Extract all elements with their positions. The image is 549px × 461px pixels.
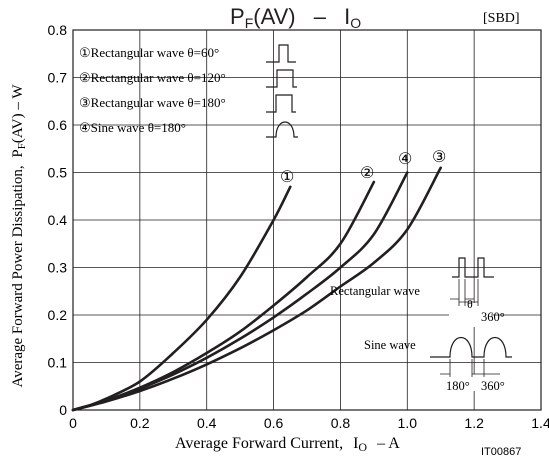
y-tick-label: 0.1 (48, 355, 68, 371)
y-tick-label: 0 (59, 402, 67, 418)
x-tick-label: 1.0 (398, 415, 418, 431)
title-p: P (230, 4, 245, 29)
legend-wave-icon-4 (266, 121, 298, 138)
title-dash: – (314, 4, 327, 29)
svg-text:PF(AV) – IO: PF(AV) – IO (230, 4, 361, 31)
x-tick-label: 0.8 (331, 415, 351, 431)
figure-id: IT00867 (481, 446, 521, 458)
sine-wave-inset: Sine wave 180° 360° (364, 337, 526, 393)
legend-wave-icon-3 (266, 94, 296, 113)
x-tick-label: 0.6 (264, 415, 284, 431)
y-tick-label: 0.5 (48, 165, 68, 181)
title-p-rest: (AV) (253, 4, 295, 29)
sine-wave-dimension-lines (440, 359, 500, 377)
rect-wave-dimension-lines (450, 279, 479, 306)
y-tick-label: 0.2 (48, 307, 68, 323)
x-tick-label: 1.2 (464, 415, 484, 431)
y-axis-label-rest: (AV) – W (10, 84, 26, 143)
rect-wave-inset: Rectangular wave θ 360° (330, 257, 505, 327)
chart-title: PF(AV) – IO (230, 4, 361, 31)
y-axis-label-p: P (10, 149, 26, 157)
rect-wave-label: Rectangular wave (330, 284, 420, 298)
curve-marker-3: ③ (432, 149, 446, 166)
curve-marker-4: ④ (398, 151, 412, 168)
y-tick-label: 0.4 (48, 212, 68, 228)
y-tick-label: 0.8 (48, 22, 68, 38)
plot-frame (72, 29, 542, 411)
x-tick-label: 0.2 (130, 415, 150, 431)
series-line-4 (71, 171, 409, 412)
sine-wave-label: Sine wave (364, 338, 416, 352)
legend-item-3: ③Rectangular wave θ=180° (79, 95, 226, 110)
chart-tag: [SBD] (483, 11, 520, 26)
rect-period-label: 360° (481, 310, 505, 324)
curve-markers: ① ② ④ ③ (280, 149, 446, 186)
legend-item-4: ④Sine wave θ=180° (79, 120, 186, 135)
legend-item-1: ①Rectangular wave θ=60° (79, 45, 219, 60)
y-axis-label-p-sub: F (16, 143, 28, 149)
theta-label: θ (467, 297, 473, 311)
x-axis-label: Average Forward Current, IO – A (175, 435, 400, 455)
x-axis-label-i: I (353, 435, 358, 452)
legend-item-2: ②Rectangular wave θ=120° (79, 70, 226, 85)
legend: ①Rectangular wave θ=60° ②Rectangular wav… (79, 44, 298, 138)
y-tick-label: 0.3 (48, 260, 68, 276)
curve-marker-2: ② (360, 165, 374, 182)
x-tick-label: 0 (69, 415, 77, 431)
x-tick-label: 1.4 (531, 415, 549, 431)
x-axis-label-i-sub: O (358, 440, 367, 454)
y-tick-label: 0.6 (48, 117, 68, 133)
sine-wave-icon (430, 337, 512, 358)
curve-marker-1: ① (280, 169, 294, 186)
rect-wave-icon (452, 257, 494, 278)
tick-labels: 0 0.2 0.4 0.6 0.8 1.0 1.2 1.4 0 0.1 0.2 0.3 0.4 0.5 0.… (48, 22, 549, 431)
title-i: I (344, 4, 350, 29)
series-line-3 (71, 166, 442, 412)
legend-wave-icon-1 (266, 44, 296, 63)
series (71, 166, 442, 412)
title-i-sub: O (350, 15, 361, 31)
sine-period-label: 360° (481, 379, 505, 393)
x-axis-label-rest: – A (376, 435, 400, 452)
x-axis-label-text: Average Forward Current, (175, 435, 343, 452)
sine-half-label: 180° (446, 379, 470, 393)
x-tick-label: 0.4 (197, 415, 217, 431)
title-p-sub: F (245, 15, 254, 31)
legend-wave-icon-2 (266, 69, 297, 88)
y-axis-label: Average Forward Power Dissipation, PF(AV… (10, 84, 28, 388)
grid (72, 29, 542, 411)
y-axis-label-text: Average Forward Power Dissipation, (10, 165, 26, 387)
y-tick-label: 0.7 (48, 70, 68, 86)
